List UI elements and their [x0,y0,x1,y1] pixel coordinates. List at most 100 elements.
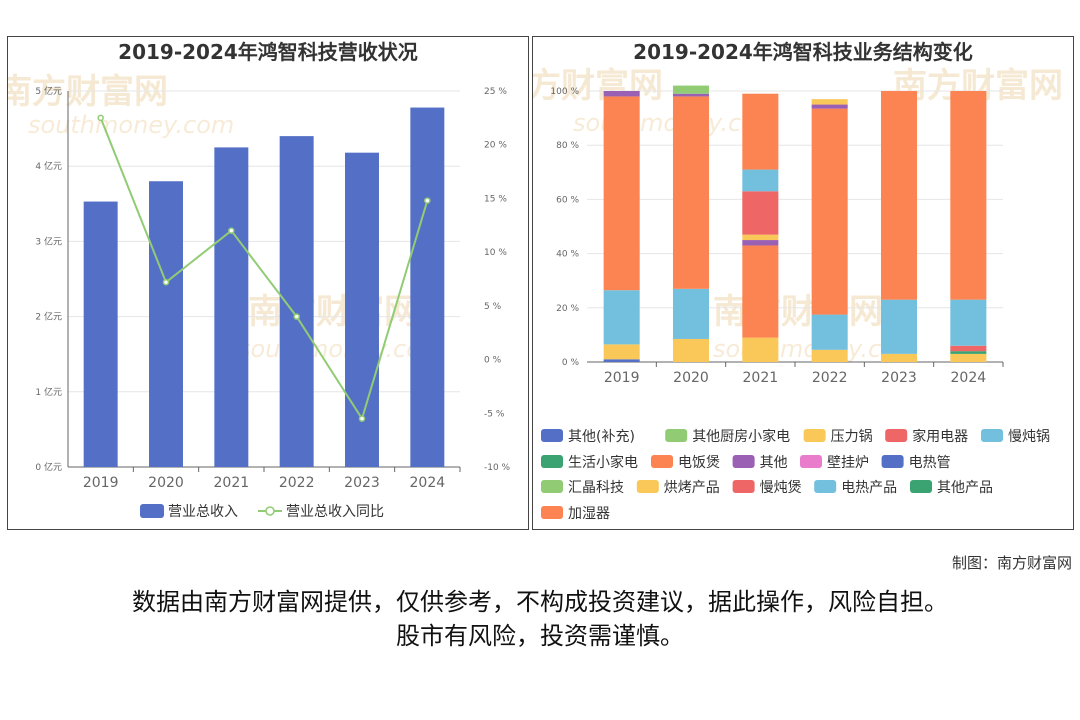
x-tick-label: 2020 [673,370,709,386]
legend-swatch [885,429,908,442]
y-right-tick-label: -5 % [484,409,505,419]
stacked-segment [811,104,848,109]
legend-label: 加湿器 [568,506,610,522]
legend-label: 壁挂炉 [827,455,869,471]
stacked-segment [603,96,640,291]
watermark-url: southmoney.com [28,111,234,139]
stacked-segment [742,191,779,235]
stacked-segment [880,353,918,362]
legend-label: 其他 [760,455,788,471]
stacked-segment [950,345,987,352]
chart-title: 2019-2024年鸿智科技业务结构变化 [633,40,973,64]
watermark-url: southmoney.com [238,335,444,363]
yoy-growth-line [99,117,429,422]
y-left-tick-label: 4 亿元 [35,160,62,172]
y-tick-label: 60 % [556,195,579,205]
stacked-segment [603,344,640,360]
stacked-segment [672,85,710,94]
y-tick-label: 80 % [556,141,579,151]
y-right-tick-label: 15 % [484,194,507,204]
legend-label: 电饭煲 [678,454,720,471]
watermark: 南方财富网 [248,292,418,332]
watermark: 南方财富网 [533,66,663,106]
x-tick-label: 2021 [214,475,250,491]
legend-label: 其他产品 [937,480,993,496]
stacked-segment [950,299,987,346]
y-left-tick-label: 2 亿元 [35,311,62,323]
legend-label: 营业总收入 [168,504,238,520]
legend-label: 电热管 [909,455,951,471]
x-tick-label: 2023 [344,475,380,491]
revenue-chart-panel: 南方财富网 southmoney.com 南方财富网 southmoney.co… [7,36,529,530]
y-right-tick-label: 25 % [484,87,507,97]
legend-swatch [800,455,822,468]
x-tick-label: 2019 [604,370,640,386]
legend-swatch [803,429,826,442]
revenue-bar [214,147,249,467]
x-tick-label: 2020 [148,475,184,491]
y-tick-label: 0 % [562,358,580,368]
x-tick-label: 2022 [812,370,848,386]
legend-swatch [732,455,755,468]
y-left-tick-label: 1 亿元 [35,386,62,398]
legend-swatch [910,480,932,493]
stacked-segment [672,288,710,339]
stacked-segment [950,91,987,300]
stacked-segment [742,245,779,338]
stacked-segment [603,91,640,97]
x-tick-label: 2019 [83,475,119,491]
y-right-tick-label: 10 % [484,248,507,258]
stacked-segment [880,299,918,354]
chart-credit: 制图：南方财富网 [951,554,1072,572]
legend-swatch [636,480,659,493]
revenue-bar [410,107,445,467]
legend-swatch-revenue [140,504,164,518]
stacked-segment [742,234,779,241]
legend-label: 其他厨房小家电 [692,428,790,445]
legend-swatch [981,429,1003,442]
yoy-growth-point [97,114,104,122]
y-left-tick-label: 3 亿元 [35,235,62,247]
legend-swatch [541,429,563,442]
legend-swatch-yoy-marker [265,506,275,516]
stacked-segment [811,349,848,362]
x-tick-label: 2022 [279,475,315,491]
stacked-segment [811,108,848,315]
yoy-growth-point [162,278,170,286]
legend-label: 家用电器 [912,428,968,445]
x-tick-label: 2021 [743,370,779,386]
legend-swatch [665,429,688,442]
y-right-tick-label: 20 % [484,141,507,151]
y-right-tick-label: 0 % [484,356,502,366]
chart-title: 2019-2024年鸿智科技营收状况 [118,40,418,64]
y-right-tick-label: -10 % [484,463,511,473]
legend-label: 生活小家电 [568,454,638,471]
yoy-growth-point [228,227,235,234]
stacked-segment [880,91,918,300]
x-tick-label: 2024 [410,475,446,491]
stacked-segment [742,337,779,362]
stacked-segment [811,314,848,350]
legend-label: 烘烤产品 [664,480,720,496]
x-tick-label: 2024 [951,370,987,386]
yoy-growth-point [293,313,300,320]
stacked-segment [811,99,848,105]
y-tick-label: 100 % [550,87,579,97]
legend-swatch [651,455,673,468]
revenue-bar [345,152,379,467]
legend-label: 营业总收入同比 [286,504,384,520]
disclaimer-line-2: 股市有风险，投资需谨慎。 [396,622,684,650]
legend-label: 电热产品 [841,480,897,496]
stacked-segment [672,338,710,362]
stacked-segment [672,96,710,289]
stacked-segment [742,93,779,170]
legend-swatch [541,506,563,519]
legend-swatch [541,480,563,493]
legend-swatch [541,455,563,468]
legend-label: 汇晶科技 [568,480,624,496]
yoy-growth-point [358,415,366,422]
x-tick-label: 2023 [881,370,917,386]
revenue-bar [149,181,183,468]
stacked-segment [950,351,987,354]
y-tick-label: 20 % [556,304,579,314]
